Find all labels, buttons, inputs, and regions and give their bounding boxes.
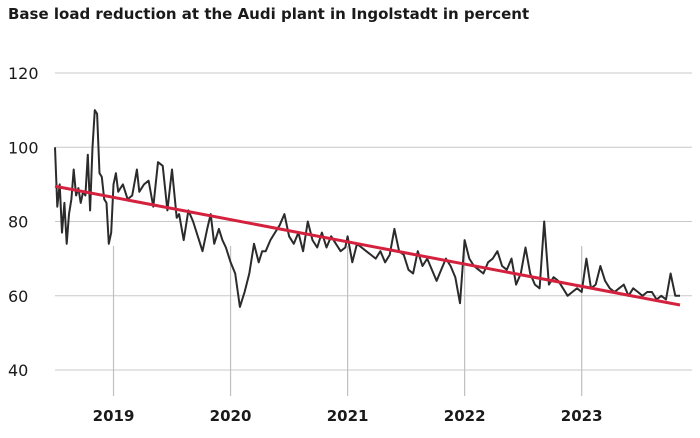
series-line bbox=[54, 109, 680, 308]
x-tick-label: 2023 bbox=[561, 407, 603, 425]
y-axis-labels: 40 60 80 100 120 bbox=[8, 64, 39, 380]
year-markers bbox=[112, 246, 583, 396]
y-tick-label: 100 bbox=[8, 138, 39, 157]
y-tick-label: 120 bbox=[8, 64, 39, 83]
trend-line bbox=[54, 184, 681, 307]
x-tick-label: 2022 bbox=[444, 407, 486, 425]
gridlines bbox=[55, 72, 692, 371]
x-tick-label: 2021 bbox=[327, 407, 369, 425]
y-tick-label: 40 bbox=[8, 361, 28, 380]
x-tick-label: 2019 bbox=[93, 407, 135, 425]
y-tick-label: 80 bbox=[8, 213, 28, 232]
chart-title: Base load reduction at the Audi plant in… bbox=[8, 5, 530, 23]
y-tick-label: 60 bbox=[8, 287, 28, 306]
x-tick-label: 2020 bbox=[210, 407, 252, 425]
x-axis-labels: 2019 2020 2021 2022 2023 bbox=[93, 407, 603, 425]
